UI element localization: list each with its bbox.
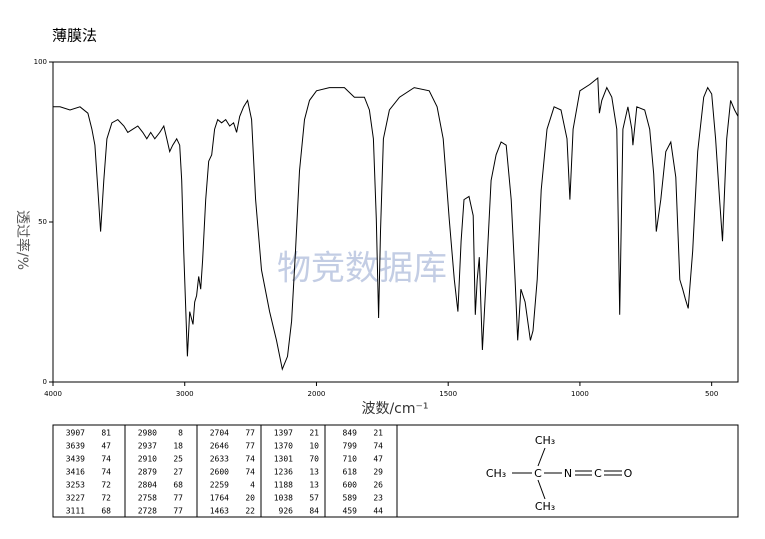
peak-transmittance: 21 — [309, 429, 319, 438]
peak-wavenumber: 1397 — [274, 429, 293, 438]
peak-wavenumber: 1764 — [210, 494, 229, 503]
peak-transmittance: 68 — [173, 481, 183, 490]
x-tick-label: 3000 — [176, 390, 194, 398]
atom-label: C — [594, 467, 602, 480]
y-tick-label: 0 — [43, 378, 47, 386]
peak-transmittance: 68 — [101, 507, 111, 516]
peak-wavenumber: 2633 — [210, 455, 229, 464]
peak-wavenumber: 710 — [343, 455, 358, 464]
bond — [537, 479, 546, 500]
x-tick-label: 4000 — [44, 390, 62, 398]
peak-wavenumber: 2937 — [138, 442, 157, 451]
peak-transmittance: 72 — [101, 481, 111, 490]
y-tick-label: 100 — [34, 58, 47, 66]
peak-transmittance: 23 — [373, 494, 383, 503]
peak-wavenumber: 1370 — [274, 442, 293, 451]
peak-wavenumber: 3416 — [66, 468, 85, 477]
peak-transmittance: 74 — [245, 468, 255, 477]
peak-transmittance: 77 — [173, 507, 183, 516]
atom-label: CH₃ — [535, 500, 555, 513]
peak-transmittance: 26 — [373, 481, 383, 490]
atom-label: O — [624, 467, 633, 480]
y-axis-label: 透过率/% — [14, 210, 31, 270]
peak-wavenumber: 2728 — [138, 507, 157, 516]
peak-transmittance: 81 — [101, 429, 111, 438]
peak-wavenumber: 1038 — [274, 494, 293, 503]
x-tick-label: 1000 — [571, 390, 589, 398]
peak-wavenumber: 849 — [343, 429, 358, 438]
y-tick-label: 50 — [38, 218, 47, 226]
peak-transmittance: 47 — [373, 455, 383, 464]
peak-wavenumber: 799 — [343, 442, 358, 451]
peak-transmittance: 70 — [309, 455, 319, 464]
peak-wavenumber: 600 — [343, 481, 358, 490]
peak-wavenumber: 2804 — [138, 481, 157, 490]
peak-transmittance: 77 — [245, 429, 255, 438]
peak-transmittance: 27 — [173, 468, 183, 477]
x-tick-label: 500 — [705, 390, 718, 398]
peak-wavenumber: 2704 — [210, 429, 229, 438]
peak-wavenumber: 2980 — [138, 429, 157, 438]
peak-wavenumber: 2600 — [210, 468, 229, 477]
chart-title: 薄膜法 — [52, 27, 97, 45]
peak-transmittance: 44 — [373, 507, 383, 516]
peak-wavenumber: 459 — [343, 507, 358, 516]
peak-transmittance: 4 — [250, 481, 255, 490]
spectrum-line — [53, 76, 739, 371]
atom-label: N — [564, 467, 572, 480]
peak-wavenumber: 589 — [343, 494, 358, 503]
table-frame — [52, 424, 739, 518]
peak-wavenumber: 618 — [343, 468, 358, 477]
peak-wavenumber: 3111 — [66, 507, 85, 516]
peak-transmittance: 74 — [373, 442, 383, 451]
peak-transmittance: 20 — [245, 494, 255, 503]
peak-wavenumber: 1463 — [210, 507, 229, 516]
atom-label: CH₃ — [486, 467, 506, 480]
watermark: 物竞数据库 — [277, 249, 447, 289]
peak-transmittance: 8 — [178, 429, 183, 438]
peak-transmittance: 77 — [173, 494, 183, 503]
peak-wavenumber: 926 — [279, 507, 294, 516]
atom-label: C — [534, 467, 542, 480]
peak-transmittance: 13 — [309, 481, 319, 490]
peak-wavenumber: 3639 — [66, 442, 85, 451]
peak-transmittance: 10 — [309, 442, 319, 451]
peak-transmittance: 57 — [309, 494, 319, 503]
peak-wavenumber: 2646 — [210, 442, 229, 451]
peak-transmittance: 25 — [173, 455, 183, 464]
peak-transmittance: 84 — [309, 507, 319, 516]
peak-transmittance: 74 — [245, 455, 255, 464]
peak-transmittance: 21 — [373, 429, 383, 438]
peak-transmittance: 72 — [101, 494, 111, 503]
peak-wavenumber: 3253 — [66, 481, 85, 490]
peak-transmittance: 74 — [101, 468, 111, 477]
peak-wavenumber: 3439 — [66, 455, 85, 464]
peak-wavenumber: 2910 — [138, 455, 157, 464]
x-axis-label: 波数/cm⁻¹ — [361, 401, 428, 417]
peak-transmittance: 74 — [101, 455, 111, 464]
peak-transmittance: 18 — [173, 442, 183, 451]
peak-transmittance: 13 — [309, 468, 319, 477]
atom-label: CH₃ — [535, 434, 555, 447]
peak-transmittance: 29 — [373, 468, 383, 477]
peak-wavenumber: 1188 — [274, 481, 293, 490]
x-tick-label: 2000 — [308, 390, 326, 398]
peak-transmittance: 77 — [245, 442, 255, 451]
bond — [537, 447, 546, 467]
x-tick-label: 1500 — [439, 390, 457, 398]
peak-wavenumber: 3907 — [66, 429, 85, 438]
plot-frame — [52, 61, 739, 383]
peak-wavenumber: 3227 — [66, 494, 85, 503]
peak-wavenumber: 2259 — [210, 481, 229, 490]
structure: CH₃ CH₃ C N C O CH₃ — [486, 434, 633, 513]
peak-wavenumber: 1236 — [274, 468, 293, 477]
peak-transmittance: 22 — [245, 507, 255, 516]
peak-wavenumber: 2879 — [138, 468, 157, 477]
peak-table: 3907 81 2980 8 2704 77 1397 21 849 21 3639 47 2937 18… — [66, 425, 398, 517]
peak-wavenumber: 1301 — [274, 455, 293, 464]
peak-transmittance: 47 — [101, 442, 111, 451]
peak-wavenumber: 2758 — [138, 494, 157, 503]
